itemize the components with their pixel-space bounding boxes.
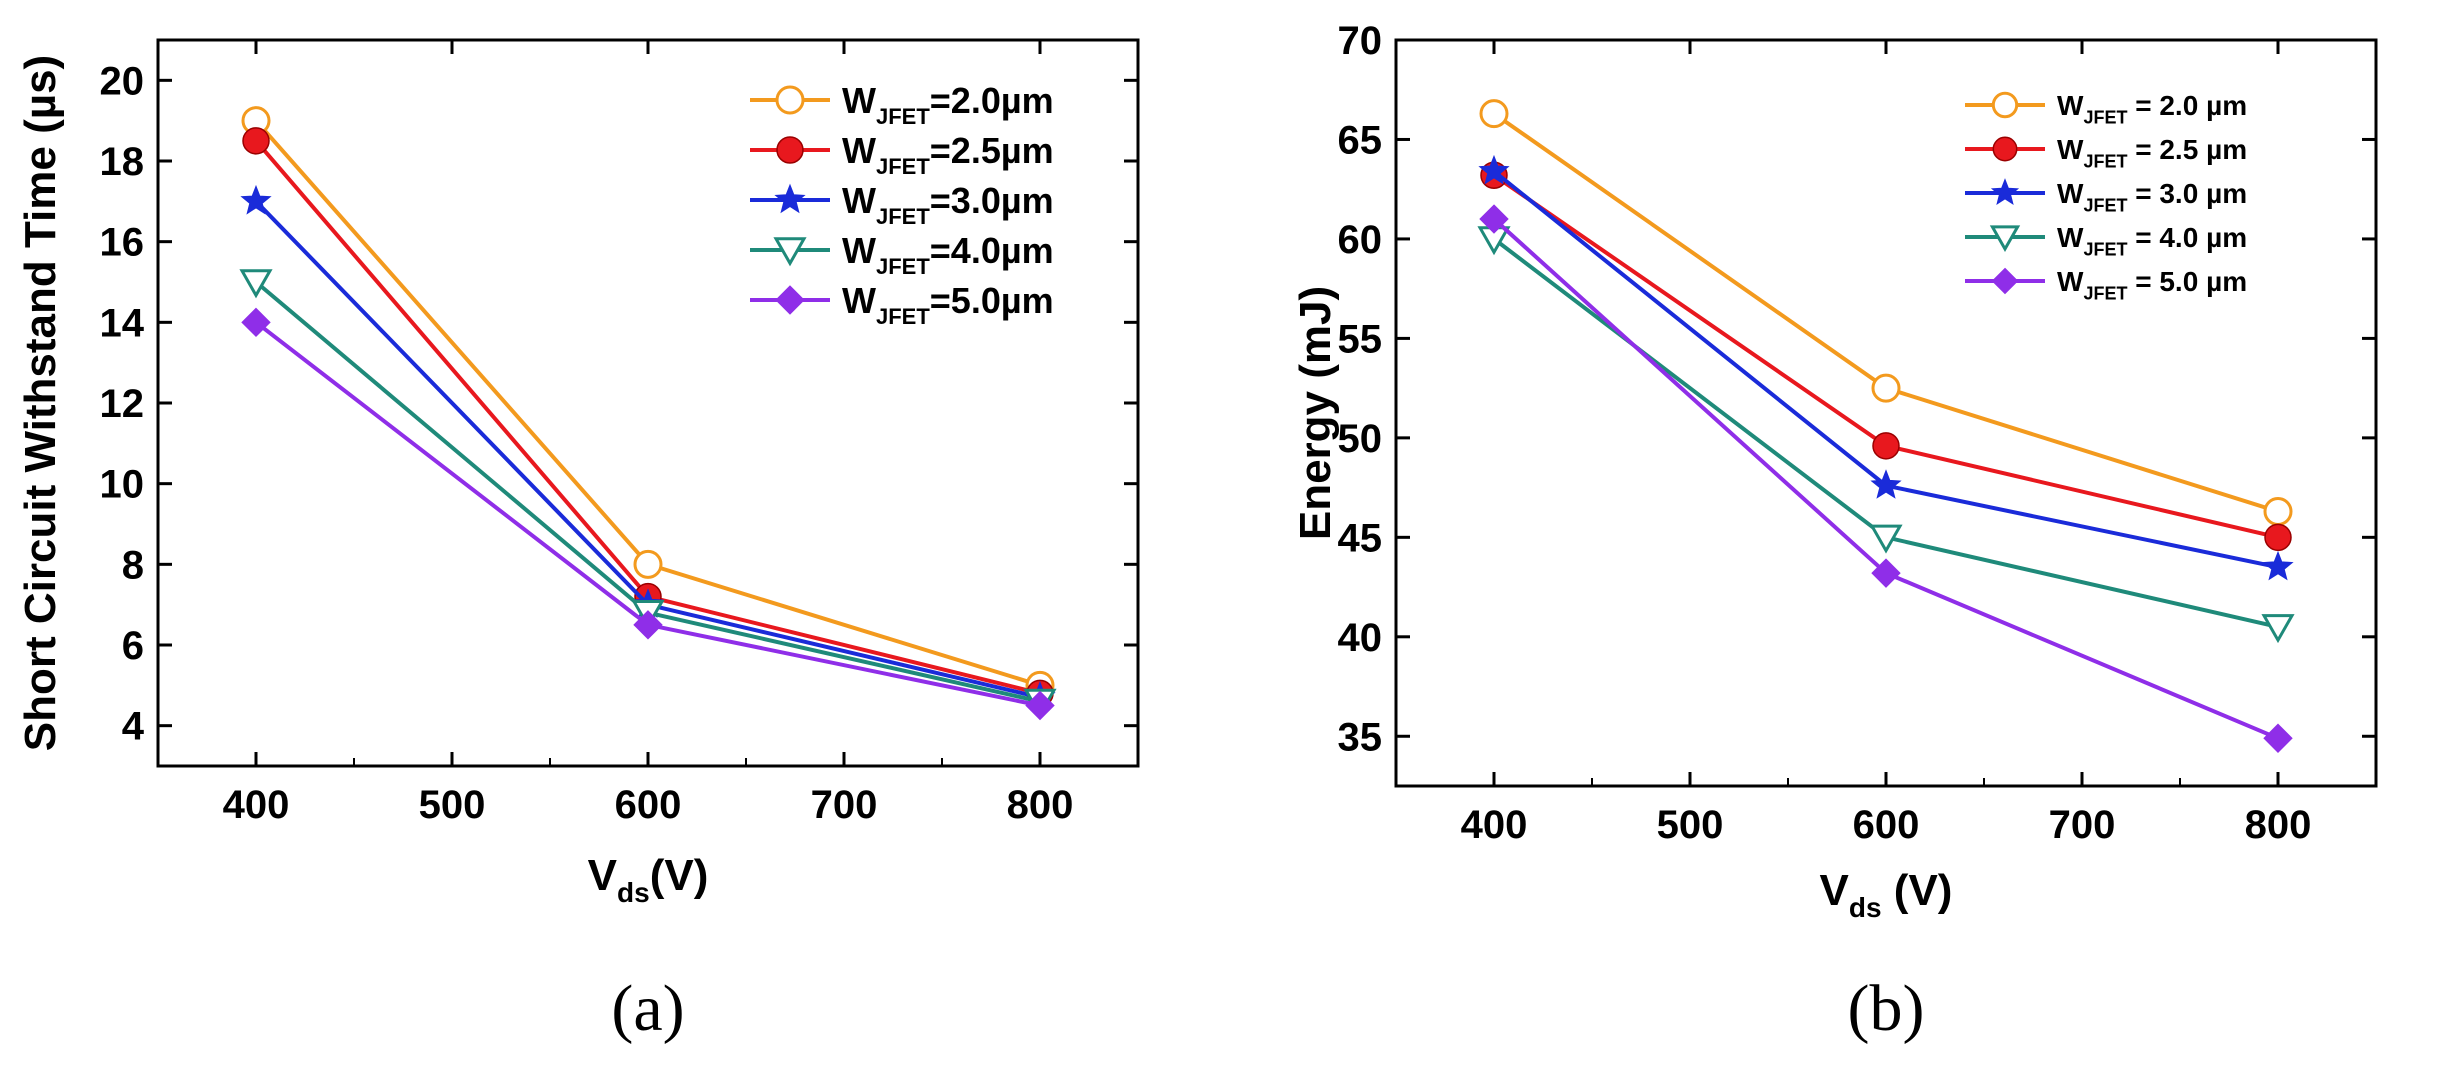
x-tick-label: 400 <box>223 783 290 827</box>
data-point <box>239 269 273 299</box>
y-axis-title: Energy (mJ) <box>1291 286 1340 540</box>
data-point <box>1479 204 1509 234</box>
data-point <box>2261 614 2295 644</box>
y-tick-label: 10 <box>100 463 145 507</box>
legend-marker <box>775 285 805 315</box>
legend-marker <box>1992 136 2018 162</box>
x-tick-label: 600 <box>615 783 682 827</box>
x-tick-label: 800 <box>1007 783 1074 827</box>
y-tick-label: 70 <box>1338 19 1383 63</box>
series-2 <box>1478 154 2294 581</box>
y-tick-label: 6 <box>122 624 144 668</box>
series-4 <box>1479 204 2293 753</box>
data-point <box>2263 496 2293 526</box>
y-tick-label: 55 <box>1338 317 1383 361</box>
legend-label: WJFET = 2.0 µm <box>2057 90 2247 127</box>
y-tick-label: 35 <box>1338 715 1383 759</box>
data-point <box>2262 550 2294 581</box>
data-point <box>242 127 270 155</box>
x-axis-title-unit: (V) <box>650 851 709 900</box>
y-tick-label: 8 <box>122 543 144 587</box>
legend-label: WJFET = 4.0 µm <box>2057 222 2247 259</box>
data-point <box>1479 99 1509 129</box>
legend-label: WJFET = 2.5 µm <box>2057 134 2247 171</box>
x-tick-label: 400 <box>1461 803 1528 847</box>
y-tick-label: 18 <box>100 140 145 184</box>
chart-a: 400 500 600 700 800 4 6 8 10 12 14 16 18 20 Short Circ… <box>16 38 1140 1045</box>
x-axis-title-unit: (V) <box>1882 866 1953 915</box>
data-point <box>1869 524 1903 554</box>
data-point <box>241 307 271 338</box>
legend-marker <box>1991 91 2019 119</box>
legend-label: WJFET=5.0µm <box>842 280 1054 329</box>
data-point <box>1871 558 1901 588</box>
chart-b: 400 500 600 700 800 35 40 45 50 55 60 65 70 Energy (m… <box>1291 19 2378 1045</box>
x-axis-title-main: V <box>588 851 618 900</box>
y-tick-label: 50 <box>1338 417 1383 461</box>
legend-marker <box>773 237 807 267</box>
data-point <box>1025 690 1055 721</box>
legend-marker <box>774 183 806 214</box>
panel-label: (b) <box>1848 972 1925 1045</box>
data-point <box>1872 432 1900 460</box>
x-tick-label: 500 <box>1657 803 1724 847</box>
y-tick-label: 40 <box>1338 616 1383 660</box>
legend: WJFET=2.0µmWJFET=2.5µmWJFET=3.0µmWJFET=4… <box>750 80 1054 329</box>
y-tick-label: 60 <box>1338 218 1383 262</box>
y-tick-label: 20 <box>100 59 145 103</box>
legend-marker <box>776 136 804 164</box>
data-point <box>2264 523 2292 552</box>
x-tick-label: 600 <box>1853 803 1920 847</box>
x-tick-label: 800 <box>2245 803 2312 847</box>
legend-label: WJFET = 5.0 µm <box>2057 266 2247 303</box>
y-tick-label: 4 <box>122 705 145 749</box>
y-tick-label: 12 <box>100 382 145 426</box>
x-axis-title-sub: ds <box>1849 892 1882 923</box>
data-point <box>2263 723 2293 753</box>
data-point <box>1871 373 1901 403</box>
data-point <box>633 549 663 579</box>
x-axis-title: Vds (V) <box>1820 866 1953 923</box>
x-tick-label: 700 <box>2049 803 2116 847</box>
panel-label: (a) <box>611 972 684 1045</box>
y-axis-title: Short Circuit Withstand Time (µs) <box>16 55 65 751</box>
legend-label: WJFET=4.0µm <box>842 230 1054 279</box>
legend-marker <box>1989 225 2021 252</box>
data-point <box>1870 469 1902 499</box>
series-4 <box>241 307 1055 721</box>
y-tick-label: 16 <box>100 221 145 265</box>
x-tick-label: 700 <box>811 783 878 827</box>
x-axis-title-sub: ds <box>617 877 650 908</box>
y-tick-label: 65 <box>1338 118 1383 162</box>
data-point <box>1478 154 1510 185</box>
legend-marker <box>1990 178 2020 206</box>
y-tick-label: 14 <box>100 301 145 345</box>
x-axis-title: Vds(V) <box>588 851 709 908</box>
x-tick-label: 500 <box>419 783 486 827</box>
legend-label: WJFET=2.0µm <box>842 80 1054 129</box>
x-axis-title-main: V <box>1820 866 1850 915</box>
legend-label: WJFET = 3.0 µm <box>2057 178 2247 215</box>
legend-marker <box>775 85 805 115</box>
data-point <box>240 184 272 215</box>
legend-marker <box>1991 267 2019 295</box>
y-tick-label: 45 <box>1338 516 1383 560</box>
legend-label: WJFET=2.5µm <box>842 130 1054 179</box>
legend: WJFET = 2.0 µm WJFET = 2.5 µm WJFET = 3.0 … <box>1965 90 2247 303</box>
data-point <box>633 610 663 640</box>
legend-label: WJFET=3.0µm <box>842 180 1054 229</box>
